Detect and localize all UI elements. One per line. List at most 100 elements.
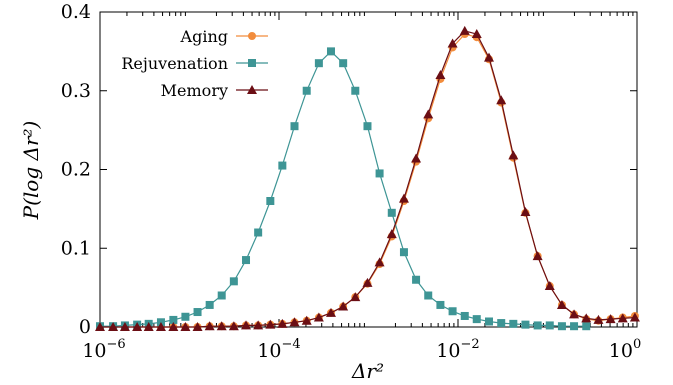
data-point-rejuvenation [278, 161, 287, 170]
data-point-rejuvenation [399, 248, 408, 257]
x-tick-exponent: −6 [107, 337, 126, 352]
data-point-memory [192, 322, 203, 331]
data-point-memory [496, 95, 507, 105]
data-point-rejuvenation [570, 322, 579, 331]
data-point-memory [228, 321, 239, 331]
data-point-rejuvenation [242, 256, 251, 265]
data-point-memory [132, 322, 143, 331]
data-point-rejuvenation [314, 59, 323, 68]
legend: Aging Rejuvenation Memory [121, 27, 268, 100]
x-tick-label: 10−2 [436, 337, 479, 362]
data-point-memory [338, 301, 349, 311]
legend-label-aging: Aging [180, 27, 228, 46]
data-point-rejuvenation [193, 308, 202, 317]
data-point-memory [508, 150, 519, 160]
data-point-memory [362, 277, 373, 287]
data-point-rejuvenation [339, 59, 348, 68]
data-point-rejuvenation [290, 122, 299, 131]
x-tick-mantissa: 10 [609, 340, 633, 362]
x-tick-exponent: 0 [633, 337, 641, 352]
data-point-rejuvenation [557, 322, 566, 331]
x-tick-exponent: −4 [282, 337, 301, 352]
data-point-memory [216, 321, 227, 331]
legend-marker-aging [248, 32, 256, 40]
data-point-memory [483, 52, 494, 62]
data-point-memory [143, 322, 154, 331]
data-point-memory [447, 38, 458, 48]
data-point-memory [459, 25, 470, 35]
data-point-memory [569, 309, 580, 319]
x-tick-label: 10−6 [82, 337, 125, 362]
data-point-memory [374, 257, 385, 267]
axis-ticks: 00.10.20.30.410−6 10−4 10−2 100 [61, 1, 641, 362]
data-point-rejuvenation [205, 300, 214, 309]
y-tick-label: 0.3 [61, 80, 91, 102]
data-point-memory [119, 322, 130, 331]
y-tick-label: 0.2 [61, 159, 91, 181]
data-point-memory [556, 299, 567, 309]
data-point-memory [617, 313, 628, 323]
data-point-memory [180, 322, 191, 331]
data-point-memory [629, 312, 640, 322]
data-point-rejuvenation [169, 315, 178, 324]
x-tick-label: 10−4 [257, 337, 300, 362]
legend-marker-rejuvenation [248, 59, 256, 67]
y-axis-title: P(log Δr²) [19, 121, 43, 221]
data-point-rejuvenation [545, 321, 554, 330]
data-point-memory [241, 320, 252, 330]
data-point-rejuvenation [326, 47, 335, 56]
data-point-rejuvenation [424, 291, 433, 300]
data-point-rejuvenation [472, 315, 481, 324]
x-tick-exponent: −2 [461, 337, 480, 352]
legend-marker-memory [247, 85, 257, 94]
legend-label-rejuvenation: Rejuvenation [121, 54, 228, 73]
data-point-memory [398, 193, 409, 203]
data-point-memory [411, 153, 422, 163]
legend-label-memory: Memory [161, 81, 228, 100]
data-point-memory [168, 322, 179, 331]
data-point-memory [95, 322, 105, 331]
data-point-memory [544, 281, 555, 291]
data-point-memory [423, 109, 434, 119]
data-point-memory [593, 314, 604, 324]
x-tick-mantissa: 10 [436, 340, 460, 362]
data-point-memory [253, 320, 264, 330]
data-point-memory [532, 251, 543, 261]
data-point-memory [386, 229, 397, 239]
series-layer [95, 25, 640, 331]
data-point-rejuvenation [266, 197, 275, 205]
y-tick-label: 0.1 [61, 237, 91, 259]
data-point-memory [265, 319, 276, 329]
x-tick-mantissa: 10 [257, 340, 281, 362]
data-point-rejuvenation [302, 86, 311, 95]
data-point-memory [605, 314, 616, 324]
data-point-memory [301, 315, 312, 325]
data-point-rejuvenation [460, 311, 469, 320]
data-point-memory [471, 29, 482, 39]
data-point-memory [155, 322, 166, 331]
data-point-rejuvenation [484, 317, 493, 326]
data-point-rejuvenation [582, 322, 591, 331]
x-axis-title: Δr² [351, 359, 384, 383]
data-point-rejuvenation [412, 275, 421, 284]
data-point-rejuvenation [181, 312, 190, 321]
x-tick-label: 100 [609, 337, 641, 362]
data-point-rejuvenation [217, 291, 226, 300]
data-point-memory [108, 322, 119, 331]
y-tick-label: 0.4 [61, 1, 91, 23]
x-tick-mantissa: 10 [82, 340, 106, 362]
data-point-rejuvenation [229, 277, 238, 286]
data-point-rejuvenation [387, 208, 396, 217]
series-memory [95, 25, 640, 331]
data-point-memory [350, 292, 361, 302]
data-point-rejuvenation [497, 319, 506, 328]
data-point-rejuvenation [509, 319, 518, 328]
data-point-rejuvenation [254, 228, 263, 237]
data-point-rejuvenation [375, 169, 384, 178]
data-point-memory [289, 317, 300, 327]
data-point-memory [520, 207, 531, 217]
data-point-rejuvenation [351, 86, 360, 95]
data-point-rejuvenation [521, 320, 530, 329]
data-point-rejuvenation [436, 300, 445, 309]
